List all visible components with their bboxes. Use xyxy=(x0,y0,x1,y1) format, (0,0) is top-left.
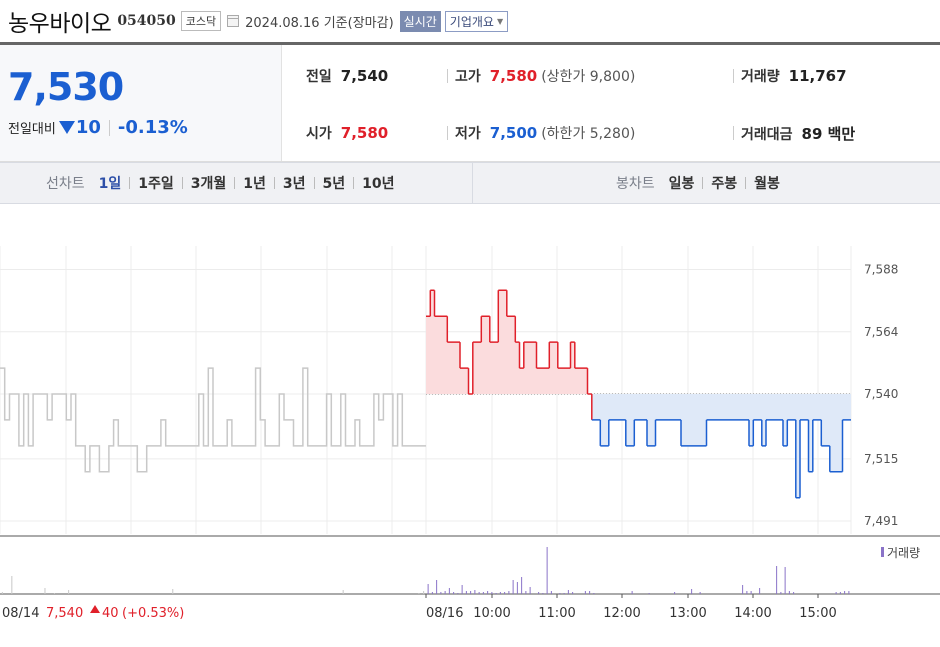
chart-svg: 7,588 7,564 7,540 7,515 7,491 거래량 08/16 10:00 11… xyxy=(0,246,940,621)
y-tick-label: 7,515 xyxy=(864,452,898,466)
stat-divider xyxy=(733,69,734,83)
price-chart: 7,588 7,564 7,540 7,515 7,491 거래량 08/16 10:00 11… xyxy=(0,204,940,647)
today-price-line-down xyxy=(591,419,851,499)
period-divider xyxy=(181,177,183,189)
x-tick-label: 15:00 xyxy=(799,606,836,621)
period-divider xyxy=(129,177,131,189)
period-divider xyxy=(702,177,704,189)
current-price-box: 7,530 전일대비 10 -0.13% xyxy=(0,45,282,161)
change-rate: -0.13% xyxy=(117,117,188,138)
change-value: 10 xyxy=(75,117,101,138)
period-5year[interactable]: 5년 xyxy=(322,176,346,192)
period-3year[interactable]: 3년 xyxy=(282,176,306,192)
stat-high: 고가 7,580 (상한가 9,800) xyxy=(455,67,636,85)
x-tick-label: 10:00 xyxy=(473,606,510,621)
line-chart-periods: 선차트 1일 1주일 3개월 1년 3년 5년 10년 xyxy=(0,163,473,203)
top-divider xyxy=(0,42,940,45)
stat-amount: 거래대금 89 백만 xyxy=(741,125,856,143)
stock-code: 054050 xyxy=(117,13,176,29)
x-tick-label: 11:00 xyxy=(538,606,575,621)
change-label: 전일대비 xyxy=(8,122,56,137)
company-info-dropdown[interactable]: 기업개요 ▼ xyxy=(444,10,509,32)
market-badge: 코스닥 xyxy=(180,11,222,31)
volume-legend-swatch xyxy=(881,547,884,557)
period-divider xyxy=(234,177,236,189)
prev-day-change: 40 xyxy=(102,606,119,621)
down-area-fill xyxy=(591,394,851,498)
prev-day-price-line xyxy=(0,367,426,473)
down-triangle-icon xyxy=(58,121,75,134)
today-price-line-up xyxy=(426,289,593,420)
candle-chart-periods: 봉차트 일봉 주봉 월봉 xyxy=(474,163,940,203)
x-tick-label: 08/16 xyxy=(426,606,463,621)
x-tick-label: 13:00 xyxy=(669,606,706,621)
price-summary: 7,530 전일대비 10 -0.13% 전일 7,540 고가 7,580 (… xyxy=(0,45,940,162)
up-triangle-icon xyxy=(90,605,100,613)
company-name: 농우바이오 xyxy=(8,11,112,37)
stat-low: 저가 7,500 (하한가 5,280) xyxy=(455,124,636,142)
stat-divider xyxy=(447,69,448,83)
period-1day[interactable]: 1일 xyxy=(98,176,122,192)
stat-volume: 거래량 11,767 xyxy=(741,67,847,85)
period-divider xyxy=(353,177,355,189)
period-10year[interactable]: 10년 xyxy=(362,176,395,192)
y-tick-label: 7,564 xyxy=(864,325,898,339)
period-1week[interactable]: 1주일 xyxy=(138,176,174,192)
realtime-button[interactable]: 실시간 xyxy=(399,10,441,32)
period-3month[interactable]: 3개월 xyxy=(190,176,227,192)
y-tick-label: 7,540 xyxy=(864,387,898,401)
period-divider xyxy=(745,177,747,189)
calendar-icon xyxy=(227,15,240,27)
volume-legend-label: 거래량 xyxy=(887,546,920,560)
title-bar: 농우바이오 054050 코스닥 2024.08.16 기준(장마감) 실시간 … xyxy=(0,0,940,42)
x-tick-label: 12:00 xyxy=(603,606,640,621)
y-tick-label: 7,491 xyxy=(864,514,898,528)
x-tick-label: 08/14 xyxy=(2,606,39,621)
stat-divider xyxy=(733,126,734,140)
candle-chart-label: 봉차트 xyxy=(616,176,655,192)
change-divider xyxy=(108,119,110,136)
x-tick-label: 14:00 xyxy=(734,606,771,621)
candle-monthly[interactable]: 월봉 xyxy=(754,176,780,192)
candle-daily[interactable]: 일봉 xyxy=(668,176,695,192)
base-date: 2024.08.16 기준(장마감) xyxy=(245,15,394,31)
change-row: 전일대비 10 -0.13% xyxy=(8,117,188,138)
stat-prev-close: 전일 7,540 xyxy=(306,67,389,85)
stat-divider xyxy=(447,126,448,140)
candle-weekly[interactable]: 주봉 xyxy=(711,176,738,192)
up-area-fill xyxy=(426,290,588,394)
chevron-down-icon: ▼ xyxy=(496,16,504,26)
period-bar: 선차트 1일 1주일 3개월 1년 3년 5년 10년 봉차트 일봉 주봉 월봉 xyxy=(0,162,940,204)
prev-day-rate: (+0.53%) xyxy=(122,606,184,621)
y-tick-label: 7,588 xyxy=(864,263,898,277)
period-divider xyxy=(313,177,315,189)
prev-day-close: 7,540 xyxy=(46,606,83,621)
stat-open: 시가 7,580 xyxy=(306,124,389,142)
period-1year[interactable]: 1년 xyxy=(243,176,266,192)
line-chart-label: 선차트 xyxy=(46,176,85,192)
period-divider xyxy=(273,177,275,189)
current-price: 7,530 xyxy=(8,65,124,109)
